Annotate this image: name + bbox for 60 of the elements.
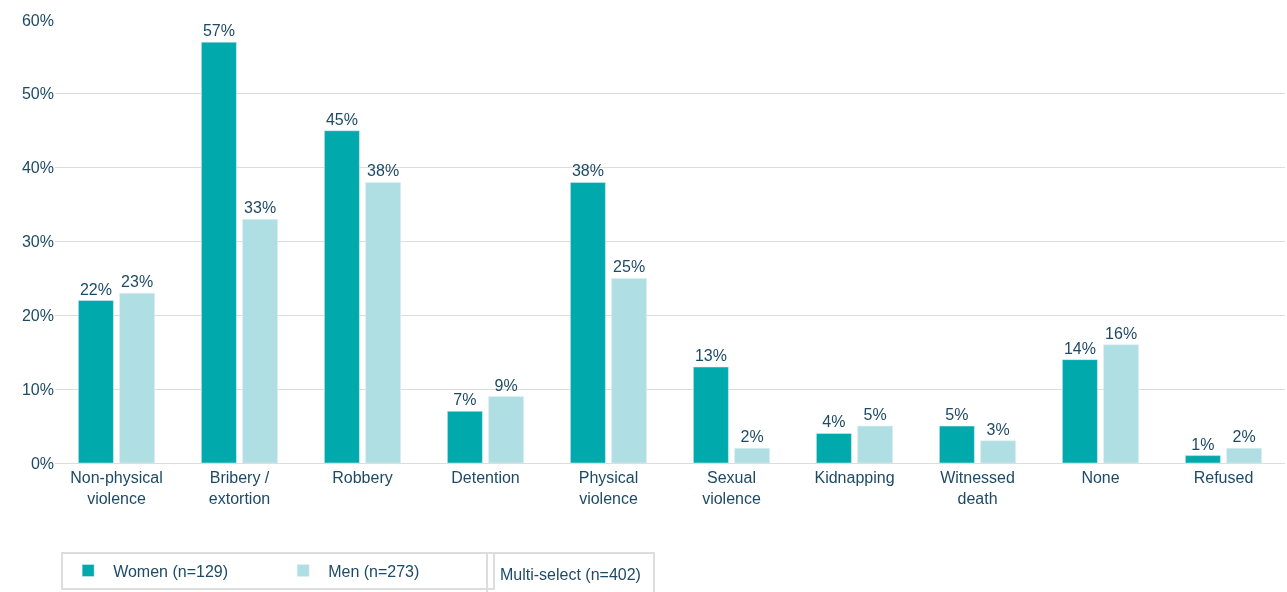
- x-tick-label: Physical violence: [578, 469, 639, 507]
- data-label: 38%: [571, 162, 604, 180]
- data-label: 57%: [202, 22, 235, 40]
- x-tick-label: Non-physical violence: [70, 469, 163, 507]
- bar: [1185, 455, 1221, 463]
- data-label: 38%: [367, 162, 400, 180]
- x-tick-label: None: [1081, 469, 1120, 487]
- data-label: 14%: [1063, 339, 1096, 357]
- legend-label: Women (n=129): [113, 562, 229, 580]
- bar: [447, 411, 483, 463]
- data-label: 33%: [244, 199, 277, 217]
- data-label: 25%: [613, 258, 646, 276]
- data-label: 9%: [494, 376, 518, 394]
- legend-label: Men (n=273): [328, 562, 420, 580]
- data-label: 7%: [453, 391, 477, 409]
- bar: [324, 130, 360, 463]
- x-tick-label: Robbery: [332, 469, 393, 487]
- bar: [78, 300, 114, 463]
- bar: [980, 440, 1016, 463]
- bar: [857, 425, 893, 463]
- data-label: 5%: [945, 406, 969, 424]
- data-label: 2%: [1232, 428, 1256, 446]
- bar: [1103, 344, 1139, 463]
- bar: [1062, 359, 1098, 463]
- x-tick-label: Refused: [1193, 469, 1254, 487]
- bar: [242, 219, 278, 463]
- bar: [488, 396, 524, 463]
- bar: [611, 278, 647, 463]
- y-tick-label: 10%: [21, 380, 54, 398]
- data-label: 23%: [121, 273, 154, 291]
- bar: [693, 366, 729, 463]
- data-label: 1%: [1191, 435, 1215, 453]
- x-tick-label: Sexual violence: [702, 469, 761, 507]
- y-tick-label: 60%: [21, 11, 54, 29]
- x-tick-label: Detention: [451, 469, 520, 487]
- x-tick-label: Bribery / extortion: [208, 469, 271, 507]
- y-tick-label: 40%: [21, 159, 54, 177]
- bar: [734, 447, 770, 463]
- x-tick-label: Witnessed death: [940, 469, 1015, 507]
- data-label: 16%: [1105, 324, 1138, 342]
- data-label: 4%: [822, 413, 846, 431]
- x-tick-label: Kidnapping: [814, 469, 895, 487]
- y-tick-label: 20%: [21, 306, 54, 324]
- data-label: 3%: [986, 420, 1010, 438]
- text: Multi-select (n=402): [500, 566, 641, 583]
- bar: [570, 182, 606, 463]
- bar: [201, 41, 237, 463]
- bar: [939, 425, 975, 463]
- bar: [365, 182, 401, 463]
- y-tick-label: 0%: [30, 454, 54, 472]
- data-label: 5%: [863, 406, 887, 424]
- data-label: 45%: [325, 110, 358, 128]
- bar: [816, 433, 852, 463]
- data-label: 22%: [79, 280, 112, 298]
- bar: [1226, 447, 1262, 463]
- data-label: 13%: [694, 347, 727, 365]
- data-label: 2%: [740, 428, 764, 446]
- bar: [119, 292, 155, 463]
- y-tick-label: 30%: [21, 233, 54, 251]
- y-tick-label: 50%: [21, 85, 54, 103]
